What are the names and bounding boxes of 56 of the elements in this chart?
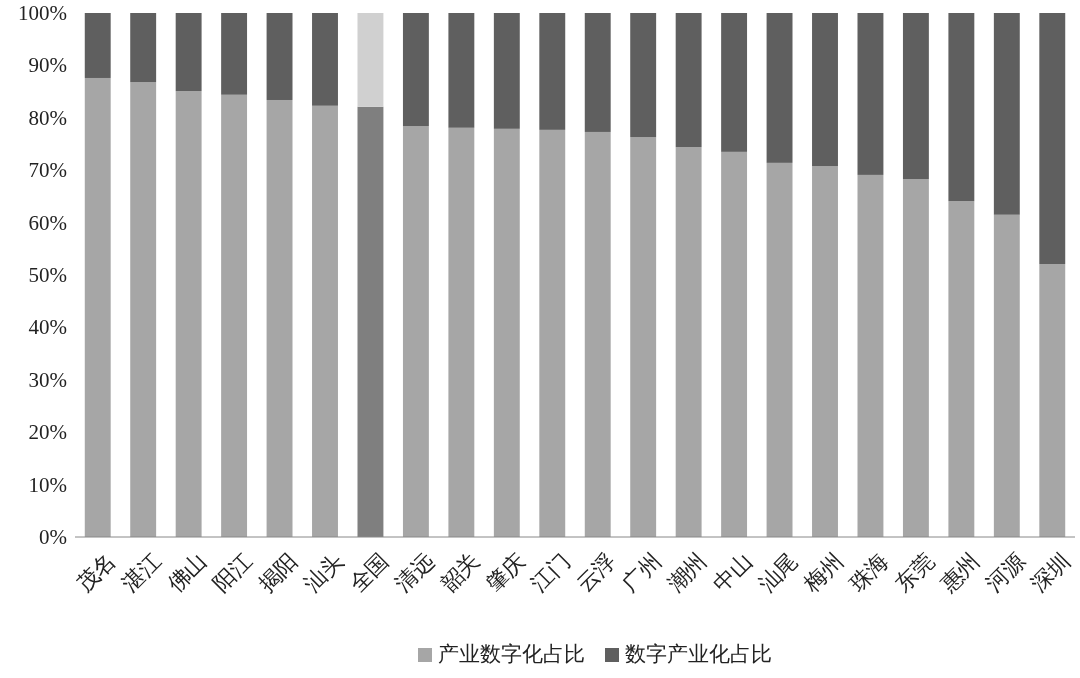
bar <box>402 126 429 537</box>
bar <box>675 13 702 148</box>
bar <box>312 13 338 106</box>
bar <box>266 99 293 537</box>
bar <box>493 128 520 537</box>
bar <box>448 13 475 128</box>
bar <box>539 129 566 537</box>
bar <box>493 13 520 129</box>
y-tick-label: 10% <box>28 472 67 497</box>
y-tick-label: 60% <box>28 210 67 235</box>
y-tick-label: 90% <box>28 53 67 78</box>
y-tick-label: 70% <box>28 158 67 183</box>
bar <box>357 13 384 107</box>
bar <box>993 214 1020 537</box>
bar <box>266 13 293 100</box>
y-tick-label: 40% <box>28 315 67 340</box>
bar <box>812 13 838 167</box>
bar <box>948 13 975 202</box>
bar <box>857 13 884 175</box>
bar <box>312 105 338 537</box>
bar <box>84 13 111 78</box>
bar <box>448 127 475 537</box>
bar <box>175 13 202 92</box>
y-tick-label: 20% <box>28 420 67 445</box>
bar <box>175 91 202 537</box>
bar <box>221 13 248 95</box>
bar <box>130 82 157 537</box>
legend-label: 数字产业化占比 <box>625 642 772 666</box>
bar <box>630 13 657 138</box>
bar <box>221 94 248 537</box>
bar <box>539 13 566 130</box>
y-tick-label: 30% <box>28 367 67 392</box>
bar <box>675 147 702 537</box>
bar <box>630 137 657 537</box>
bar <box>402 13 429 127</box>
bar <box>1039 13 1066 264</box>
bar <box>130 13 157 83</box>
y-tick-label: 80% <box>28 105 67 130</box>
bar <box>1039 264 1066 537</box>
bar <box>993 13 1020 215</box>
bar <box>84 77 111 537</box>
bar <box>721 13 748 152</box>
bar <box>857 174 884 537</box>
y-tick-label: 0% <box>39 525 67 549</box>
bar <box>902 179 929 537</box>
y-tick-label: 100% <box>18 1 67 25</box>
y-tick-label: 50% <box>28 263 67 287</box>
bar <box>812 166 838 537</box>
legend-label: 产业数字化占比 <box>438 642 585 666</box>
bar <box>766 13 793 163</box>
bar <box>721 151 748 537</box>
bar <box>584 131 611 537</box>
bar <box>948 201 975 537</box>
bar <box>766 162 793 537</box>
bar <box>902 13 929 180</box>
bar <box>584 13 611 132</box>
